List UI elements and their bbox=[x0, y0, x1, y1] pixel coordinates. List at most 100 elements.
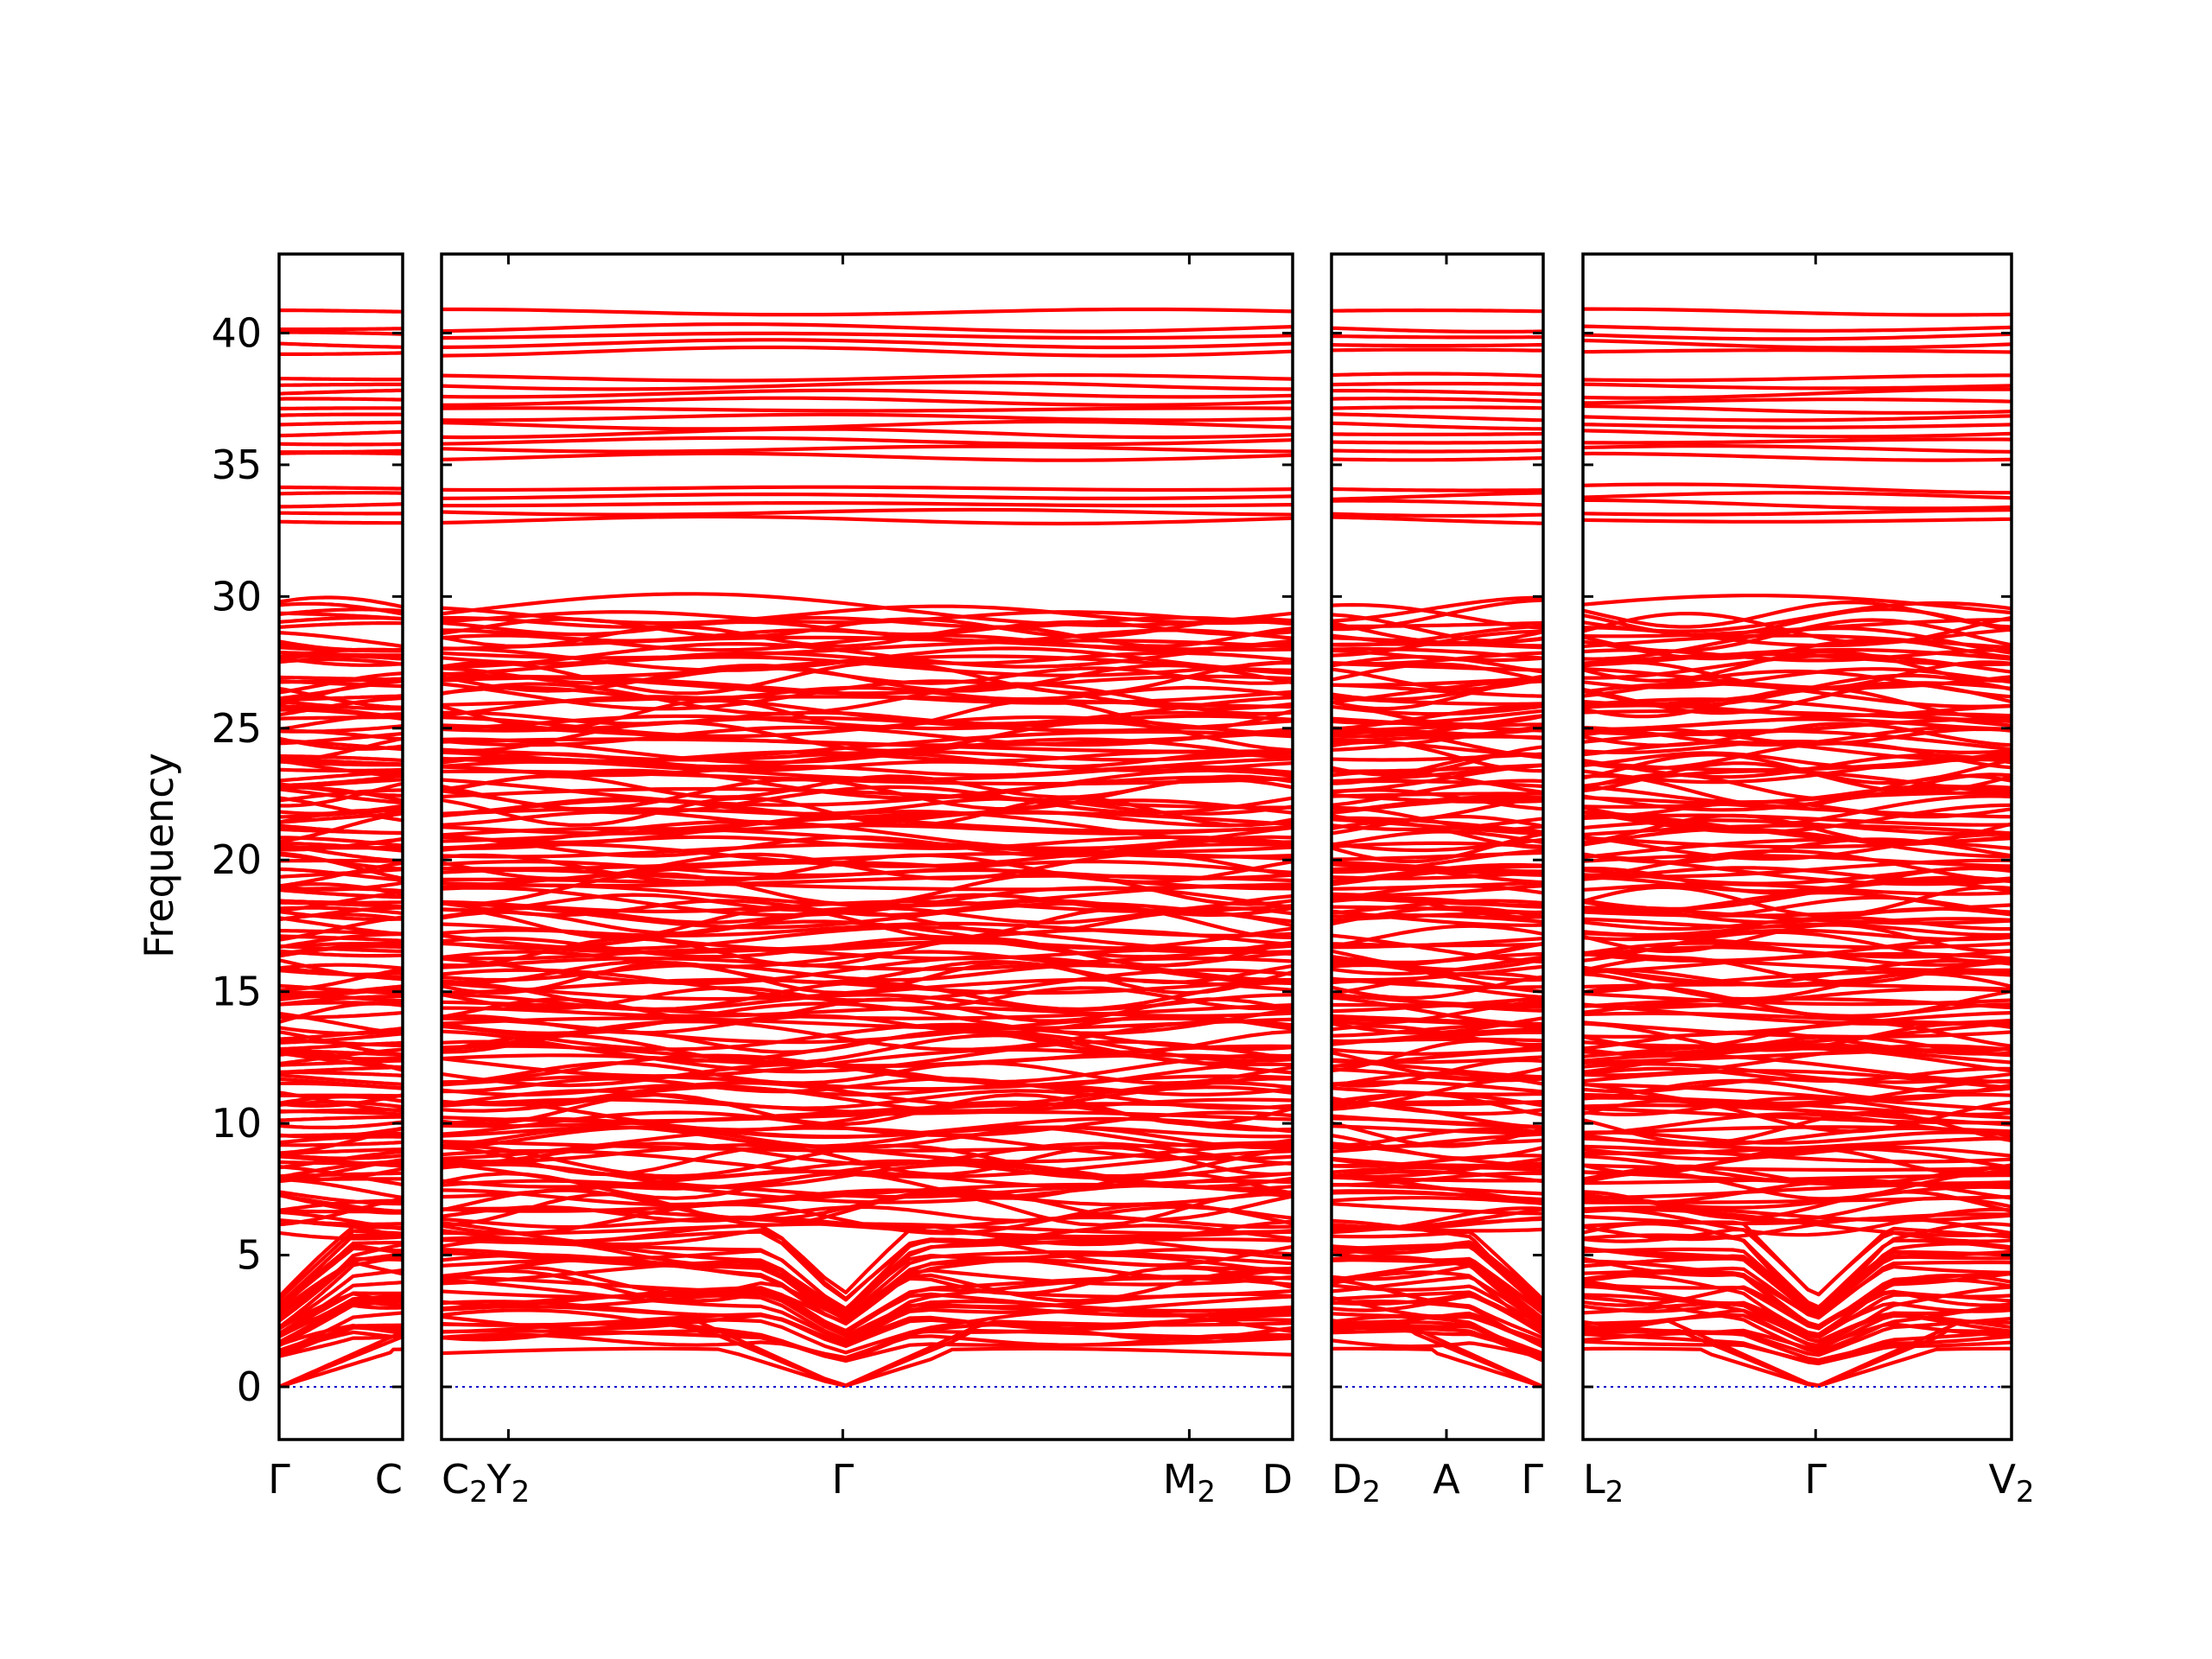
band-line bbox=[1583, 1020, 2012, 1048]
band-line bbox=[1332, 964, 1543, 982]
band-line bbox=[1583, 338, 2012, 350]
band-line bbox=[279, 1135, 403, 1145]
band-line bbox=[279, 1115, 403, 1122]
band-line bbox=[279, 899, 403, 905]
band-line bbox=[442, 679, 1293, 711]
band-line bbox=[442, 1125, 1293, 1150]
band-line bbox=[1583, 601, 2012, 633]
band-line bbox=[1583, 1330, 2012, 1364]
band-line bbox=[279, 1246, 403, 1310]
band-line bbox=[279, 601, 403, 616]
band-line bbox=[1332, 1124, 1543, 1135]
band-line bbox=[279, 1026, 403, 1036]
band-line bbox=[279, 699, 403, 711]
panel-4-bands bbox=[1583, 307, 2012, 1388]
band-line bbox=[1583, 928, 2012, 942]
band-line bbox=[279, 377, 403, 382]
band-line bbox=[442, 1074, 1293, 1091]
band-line bbox=[1332, 949, 1543, 972]
band-line bbox=[1583, 348, 2012, 354]
band-line bbox=[1332, 1202, 1543, 1216]
band-line bbox=[1583, 1216, 2012, 1242]
band-line bbox=[279, 804, 403, 816]
band-line bbox=[1583, 612, 2012, 645]
band-line bbox=[1332, 1319, 1543, 1389]
band-line bbox=[442, 720, 1293, 753]
band-line bbox=[442, 444, 1293, 454]
band-line bbox=[279, 906, 403, 922]
band-line bbox=[442, 775, 1293, 807]
band-line bbox=[279, 1210, 403, 1231]
band-line bbox=[442, 639, 1293, 660]
band-line bbox=[442, 514, 1293, 526]
band-line bbox=[279, 704, 403, 720]
band-line bbox=[442, 715, 1293, 733]
band-line bbox=[1332, 830, 1543, 847]
band-line bbox=[279, 388, 403, 396]
band-line bbox=[1332, 308, 1543, 314]
band-line bbox=[1583, 1106, 2012, 1125]
band-line bbox=[279, 308, 403, 314]
band-line bbox=[279, 1292, 403, 1338]
x-tick-label: Γ bbox=[1521, 1456, 1543, 1503]
panel-2-bands bbox=[442, 307, 1293, 1388]
band-line bbox=[1583, 1331, 2012, 1363]
band-line bbox=[279, 837, 403, 851]
band-line bbox=[1332, 975, 1543, 1000]
band-line bbox=[442, 968, 1293, 1002]
band-line bbox=[279, 406, 403, 410]
band-line bbox=[279, 1032, 403, 1045]
band-line bbox=[279, 1291, 403, 1337]
band-line bbox=[279, 1093, 403, 1109]
y-tick-label: 20 bbox=[211, 836, 262, 883]
band-line bbox=[1332, 996, 1543, 1014]
x-tick-label: D bbox=[1262, 1456, 1293, 1503]
band-line bbox=[442, 1250, 1293, 1319]
band-line bbox=[442, 798, 1293, 820]
band-line bbox=[279, 796, 403, 823]
y-tick-label: 35 bbox=[211, 442, 262, 488]
x-tick-label: V2 bbox=[1988, 1456, 2034, 1510]
band-line bbox=[442, 485, 1293, 493]
band-line bbox=[279, 1140, 403, 1147]
band-line bbox=[1332, 880, 1543, 891]
band-line bbox=[442, 373, 1293, 383]
band-line bbox=[442, 1346, 1293, 1388]
panel-4-frame bbox=[1581, 252, 2013, 1441]
band-line bbox=[1583, 716, 2012, 737]
y-tick-label: 25 bbox=[211, 705, 262, 752]
band-line bbox=[279, 412, 403, 417]
band-line bbox=[1583, 387, 2012, 400]
band-line bbox=[1332, 850, 1543, 861]
band-line bbox=[442, 396, 1293, 407]
band-line bbox=[1332, 1121, 1543, 1148]
band-line bbox=[442, 729, 1293, 765]
band-line bbox=[1583, 397, 2012, 405]
band-line bbox=[1583, 404, 2012, 415]
band-line bbox=[442, 921, 1293, 938]
band-line bbox=[1332, 722, 1543, 734]
band-line bbox=[279, 1232, 403, 1306]
band-line bbox=[1332, 909, 1543, 927]
band-line bbox=[1332, 405, 1543, 410]
band-line bbox=[1332, 883, 1543, 897]
band-line bbox=[1332, 1290, 1543, 1336]
band-line bbox=[1583, 307, 2012, 317]
panel-2-frame bbox=[440, 252, 1294, 1441]
band-line bbox=[442, 610, 1293, 625]
band-line bbox=[1583, 1078, 2012, 1109]
bands-layer bbox=[279, 307, 2012, 1389]
band-line bbox=[1332, 1127, 1543, 1148]
band-line bbox=[279, 1333, 403, 1358]
band-line bbox=[1583, 721, 2012, 747]
band-line bbox=[279, 1268, 403, 1331]
band-line bbox=[1583, 633, 2012, 650]
band-line bbox=[442, 1092, 1293, 1127]
band-line bbox=[442, 1022, 1293, 1052]
band-line bbox=[1332, 995, 1543, 1027]
band-line bbox=[442, 1077, 1293, 1094]
band-line bbox=[1332, 421, 1543, 431]
band-line bbox=[279, 949, 403, 958]
band-line bbox=[1583, 1099, 2012, 1134]
